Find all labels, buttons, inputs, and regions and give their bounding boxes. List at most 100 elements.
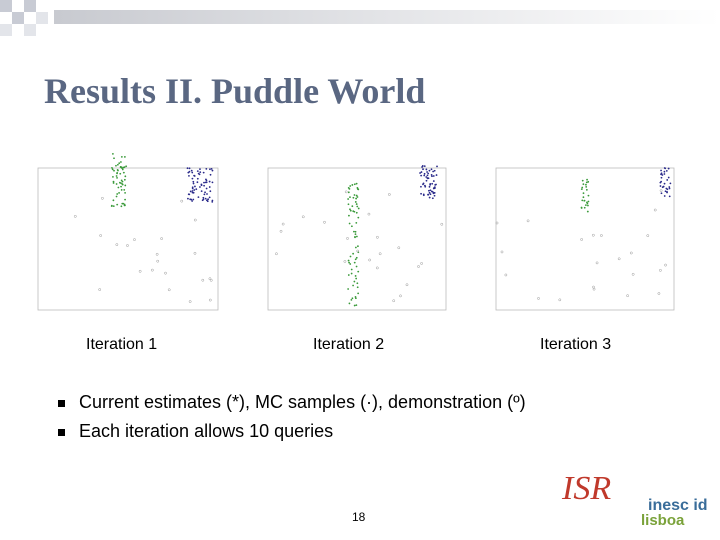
demo-dot	[323, 220, 326, 224]
sample-dot	[124, 198, 126, 201]
sample-dot	[191, 191, 194, 194]
sample-dot	[113, 157, 115, 160]
sample-dot	[123, 188, 126, 191]
demo-dot	[346, 237, 349, 240]
sample-dot	[123, 178, 126, 181]
sample-dot	[350, 272, 353, 275]
sample-dot	[586, 201, 588, 204]
sample-dot	[353, 183, 356, 186]
demo-dot	[180, 199, 184, 203]
sample-dot	[428, 191, 431, 194]
demo-dot	[343, 260, 347, 263]
sample-dot	[432, 187, 435, 190]
sample-dot	[116, 169, 119, 171]
sample-dot	[663, 173, 666, 175]
logo: lisboa	[641, 512, 685, 529]
sample-dot	[348, 222, 351, 225]
sample-dot	[349, 263, 352, 265]
demo-dot	[629, 251, 633, 255]
sample-dot	[587, 194, 590, 197]
plot-frame	[267, 167, 447, 311]
sample-dot	[661, 174, 664, 176]
figure-caption: Iteration 3	[540, 336, 612, 353]
sample-dot	[121, 168, 124, 171]
sample-dot	[666, 191, 668, 194]
demo-dot	[392, 299, 396, 303]
sample-dot	[193, 175, 196, 177]
sample-dot	[663, 195, 666, 197]
sample-dot	[668, 195, 671, 198]
sample-dot	[209, 168, 211, 171]
sample-dot	[356, 196, 359, 198]
bullet-text: Each iteration allows 10 queries	[79, 421, 334, 441]
sample-dot	[660, 192, 663, 195]
sample-dot	[204, 181, 207, 184]
demo-dot	[160, 237, 163, 240]
sample-dot	[356, 205, 359, 208]
sample-dot	[586, 178, 588, 181]
demo-dot	[188, 300, 192, 303]
sample-dot	[659, 181, 662, 184]
sample-dot	[354, 233, 357, 236]
demo-dot	[73, 215, 77, 218]
logo: ISR	[562, 470, 612, 507]
sample-dot	[426, 174, 429, 177]
sample-dot	[668, 186, 671, 188]
demo-dot	[150, 268, 154, 272]
sample-dot	[357, 292, 360, 295]
sample-dot	[116, 172, 118, 175]
sample-dot	[110, 204, 113, 207]
sample-dot	[354, 258, 357, 261]
sample-dot	[355, 221, 358, 224]
sample-dot	[667, 167, 670, 170]
sample-dot	[585, 188, 588, 191]
sample-dot	[119, 172, 122, 175]
demo-dot	[201, 278, 205, 282]
demo-dot	[275, 252, 278, 256]
sample-dot	[121, 180, 124, 183]
sample-dot	[350, 268, 353, 271]
sample-dot	[351, 205, 354, 208]
sample-dot	[120, 155, 123, 158]
demo-dot	[653, 208, 657, 212]
sample-dot	[429, 189, 432, 192]
demo-dot	[592, 285, 595, 289]
demo-dot	[368, 258, 371, 262]
sample-dot	[580, 206, 583, 209]
sample-dot	[195, 188, 198, 191]
sample-dot	[211, 181, 214, 184]
demo-dot	[526, 219, 530, 223]
sample-dot	[197, 172, 200, 175]
sample-dot	[355, 256, 358, 259]
sample-dot	[354, 246, 357, 249]
demo-dot	[580, 238, 583, 241]
sample-dot	[206, 200, 209, 203]
sample-dot	[355, 265, 358, 268]
demo-dot	[375, 266, 379, 270]
logo: inesc id	[648, 497, 708, 514]
demo-dot	[281, 222, 285, 226]
sample-dot	[347, 198, 350, 200]
figure-caption: Iteration 2	[313, 336, 385, 353]
demo-dot	[301, 215, 305, 219]
sample-dot	[191, 190, 194, 192]
demo-dot	[209, 278, 213, 282]
top-band	[54, 10, 720, 24]
sample-dot	[586, 210, 589, 213]
sample-dot	[190, 198, 193, 201]
sample-dot	[120, 205, 123, 208]
sample-dot	[428, 196, 431, 199]
sample-dot	[199, 171, 202, 174]
sample-dot	[355, 211, 358, 214]
slide-title: Results II. Puddle World	[44, 71, 426, 111]
demo-dot	[208, 277, 212, 281]
sample-dot	[669, 182, 672, 185]
sample-dot	[350, 298, 353, 301]
sample-dot	[352, 196, 355, 199]
demo-dot	[133, 238, 136, 241]
sample-dot	[123, 204, 126, 207]
demo-dot	[115, 243, 119, 246]
sample-dot	[211, 200, 214, 203]
sample-dot	[429, 193, 432, 196]
plot-frame	[37, 167, 219, 311]
